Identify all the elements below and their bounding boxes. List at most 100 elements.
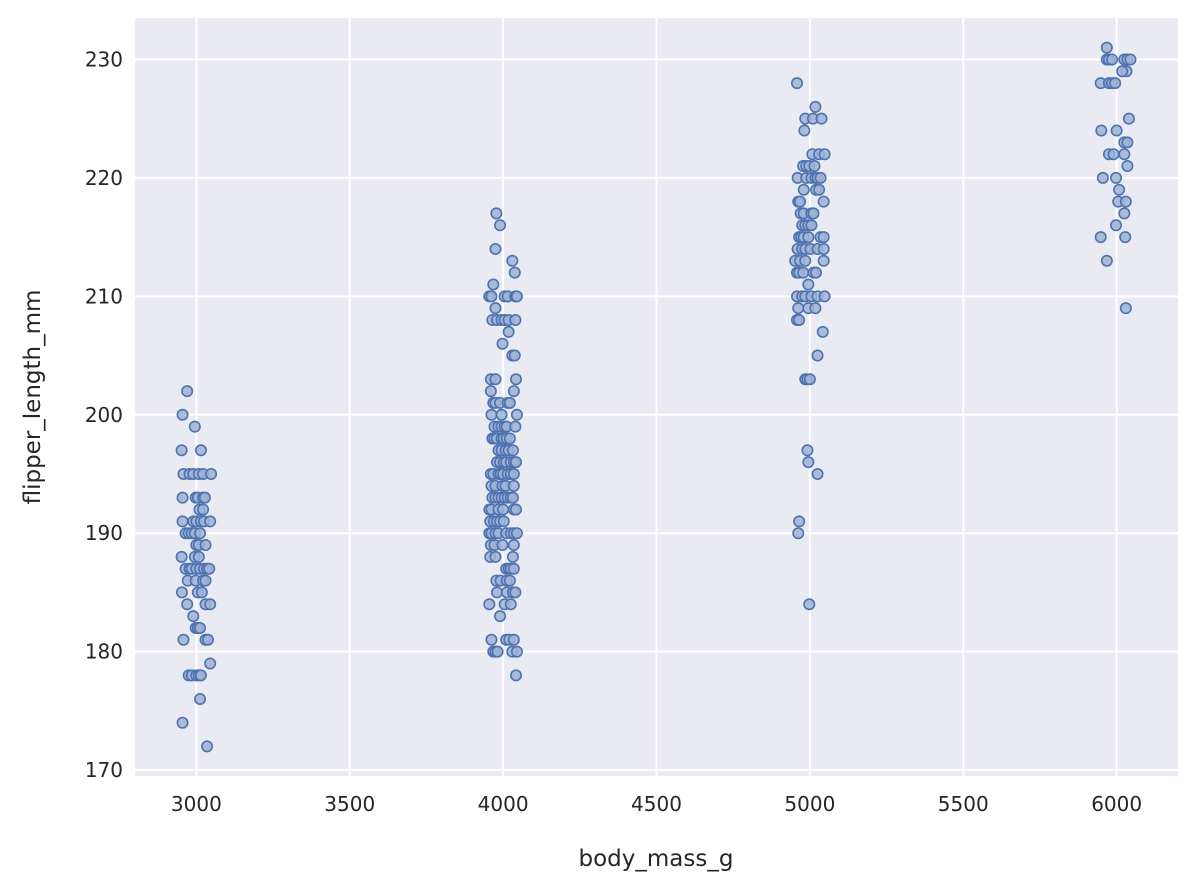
data-point [204, 515, 217, 528]
data-point [204, 598, 217, 611]
data-point [489, 302, 502, 315]
data-point [194, 669, 207, 682]
data-point [809, 100, 822, 113]
data-point [199, 574, 212, 587]
x-tick-label: 3500 [324, 792, 375, 816]
data-point [175, 550, 188, 563]
data-point [817, 254, 830, 267]
y-tick-label: 220 [85, 166, 123, 190]
x-tick-label: 6000 [1091, 792, 1142, 816]
data-point [506, 491, 519, 504]
data-point [504, 598, 517, 611]
data-point [1106, 53, 1119, 66]
data-point [177, 633, 190, 646]
x-axis-label: body_mass_g [579, 846, 734, 872]
data-point [797, 183, 810, 196]
data-point [1118, 148, 1131, 161]
data-point [192, 550, 205, 563]
data-point [194, 444, 207, 457]
data-point [810, 266, 823, 279]
data-point [801, 444, 814, 457]
data-point [798, 124, 811, 137]
data-point [175, 586, 188, 599]
data-point [510, 373, 523, 386]
data-point [489, 242, 502, 255]
data-point [802, 231, 815, 244]
data-point [496, 539, 509, 552]
data-point [508, 349, 521, 362]
data-point [794, 195, 807, 208]
data-point [817, 231, 830, 244]
data-point [510, 503, 523, 516]
data-point [1095, 124, 1108, 137]
data-point [204, 657, 217, 670]
data-point [496, 337, 509, 350]
data-point [495, 408, 508, 421]
data-point [487, 278, 500, 291]
data-point [507, 539, 520, 552]
data-point [1110, 219, 1123, 232]
x-tick-label: 5000 [784, 792, 835, 816]
data-point [1121, 136, 1134, 149]
data-point [497, 503, 510, 516]
data-point [195, 586, 208, 599]
data-point [818, 290, 831, 303]
data-point [176, 408, 189, 421]
data-point [818, 148, 831, 161]
data-point [485, 290, 498, 303]
data-point [510, 456, 523, 469]
data-point [805, 219, 818, 232]
y-axis-label: flipper_length_mm [20, 290, 46, 505]
data-point [809, 302, 822, 315]
data-point [1100, 254, 1113, 267]
data-point [793, 314, 806, 327]
data-point [510, 669, 523, 682]
data-point [1124, 53, 1137, 66]
data-point [506, 444, 519, 457]
data-point [510, 527, 523, 540]
data-point [205, 467, 218, 480]
data-point [1118, 207, 1131, 220]
y-tick-label: 190 [85, 521, 123, 545]
data-point [502, 325, 515, 338]
data-point [802, 278, 815, 291]
data-point [797, 266, 810, 279]
data-point [194, 527, 207, 540]
data-point [176, 515, 189, 528]
data-point [188, 420, 201, 433]
data-point [1119, 231, 1132, 244]
data-point [194, 693, 207, 706]
data-point [176, 716, 189, 729]
data-point [497, 515, 510, 528]
data-point [181, 598, 194, 611]
data-point [175, 444, 188, 457]
data-point [1116, 65, 1129, 78]
data-point [194, 621, 207, 634]
data-point [187, 610, 200, 623]
data-point [491, 645, 504, 658]
data-point [802, 456, 815, 469]
data-point [811, 467, 824, 480]
y-tick-label: 210 [85, 284, 123, 308]
x-tick-labels: 3000 3500 4000 4500 5000 5500 6000 [171, 792, 1142, 816]
data-point [1100, 41, 1113, 54]
data-points [175, 41, 1137, 753]
data-point [509, 314, 522, 327]
x-tick-label: 5500 [938, 792, 989, 816]
data-point [490, 586, 503, 599]
data-point [1110, 124, 1123, 137]
data-point [792, 527, 805, 540]
data-point [1109, 77, 1122, 90]
x-tick-label: 4500 [631, 792, 682, 816]
data-point [203, 562, 216, 575]
data-point [507, 467, 520, 480]
data-point [808, 160, 821, 173]
data-point [510, 645, 523, 658]
data-point [485, 408, 498, 421]
data-point [484, 385, 497, 398]
data-point [483, 598, 496, 611]
data-point [807, 207, 820, 220]
data-point [811, 349, 824, 362]
data-point [814, 171, 827, 184]
data-point [503, 574, 516, 587]
